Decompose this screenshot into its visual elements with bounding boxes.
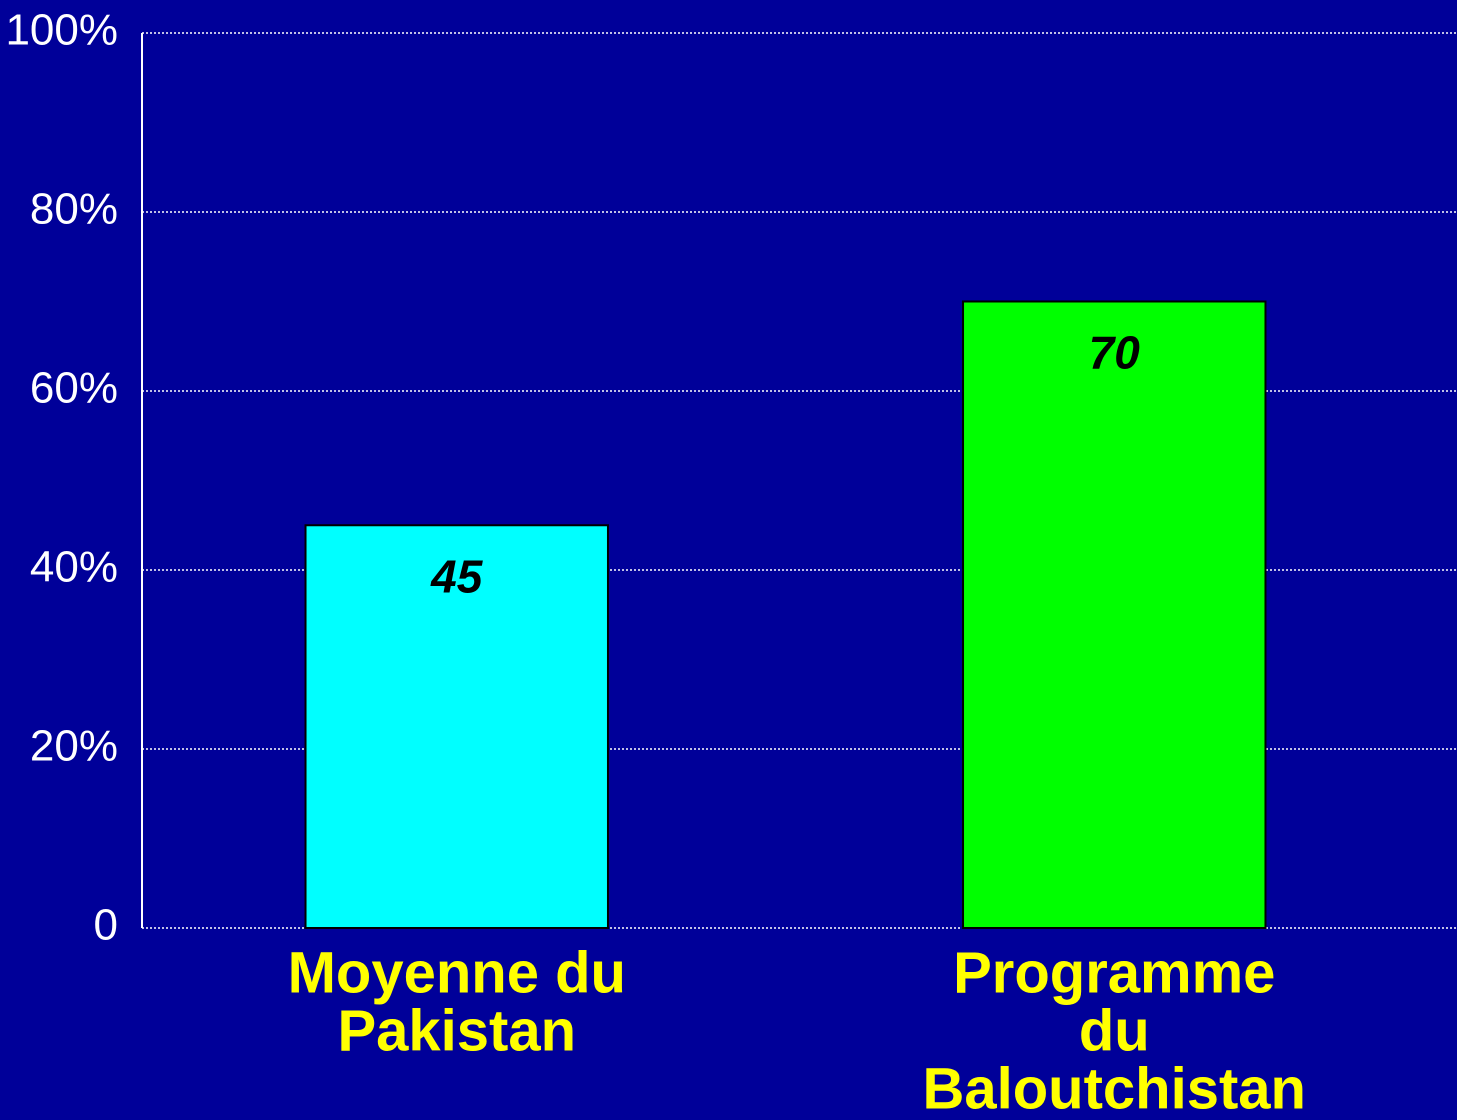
y-tick-label: 80%	[30, 185, 118, 234]
x-tick-label: du	[1079, 998, 1150, 1063]
x-tick-label: Pakistan	[337, 998, 576, 1063]
y-tick-label: 60%	[30, 364, 118, 413]
y-tick-label: 0	[94, 901, 118, 950]
bar	[962, 300, 1267, 929]
y-tick-label: 20%	[30, 722, 118, 771]
x-tick-label: Moyenne du	[288, 940, 626, 1005]
value-label: 70	[1089, 327, 1141, 379]
y-tick-label: 40%	[30, 543, 118, 592]
value-label: 45	[430, 550, 484, 602]
x-tick-label: Programme	[953, 940, 1275, 1005]
y-tick-label: 100%	[5, 6, 118, 55]
bar	[304, 524, 609, 929]
x-tick-label: Baloutchistan	[923, 1056, 1307, 1120]
